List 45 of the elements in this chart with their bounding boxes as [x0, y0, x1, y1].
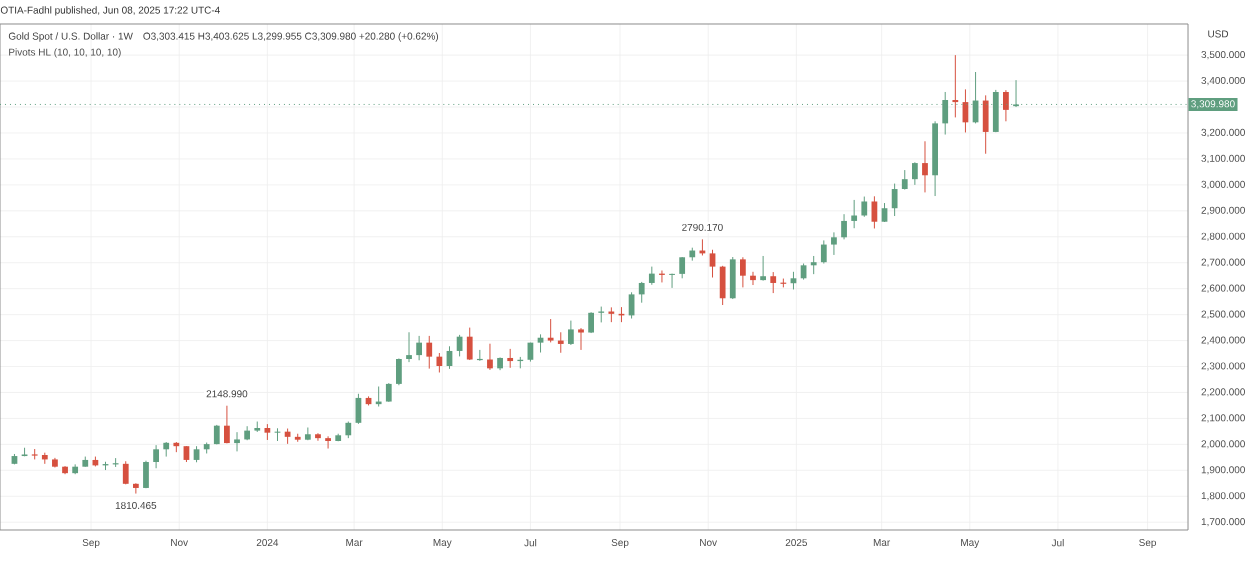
candlestick	[841, 213, 847, 240]
candlestick	[224, 405, 230, 444]
candlestick	[851, 199, 858, 229]
candlestick	[547, 318, 554, 343]
candlestick	[679, 256, 686, 279]
candlestick	[416, 335, 423, 361]
candlestick	[396, 357, 402, 386]
candlestick	[669, 273, 675, 289]
candlestick	[507, 348, 514, 369]
candlestick	[911, 161, 918, 186]
candlestick	[750, 271, 756, 286]
candlestick	[234, 431, 240, 452]
candlestick	[770, 271, 777, 294]
candlestick	[820, 239, 827, 264]
candlestick	[871, 195, 878, 229]
candlestick	[638, 281, 645, 304]
candlestick	[487, 343, 493, 371]
candlestick	[881, 202, 888, 223]
candlestick	[952, 54, 959, 118]
candlestick	[760, 255, 766, 282]
candlestick	[567, 320, 574, 346]
candlestick	[831, 231, 837, 256]
candlestick	[132, 482, 139, 495]
candlestick	[325, 435, 331, 450]
candlestick	[739, 256, 746, 288]
candlestick	[891, 183, 898, 217]
candlestick	[153, 444, 159, 469]
candlestick	[143, 460, 149, 489]
candlestick	[578, 327, 584, 351]
candlestick	[810, 255, 817, 275]
candlestick	[901, 169, 908, 191]
candlestick	[557, 331, 564, 354]
candlestick	[436, 352, 443, 373]
candlestick	[385, 382, 392, 403]
candlestick	[719, 265, 726, 306]
candlestick	[426, 335, 433, 370]
candlestick	[648, 266, 655, 286]
candlestick	[406, 331, 412, 363]
candlestick	[729, 256, 736, 300]
candlestick	[861, 196, 868, 218]
candlestick	[982, 94, 989, 155]
candlestick	[1003, 89, 1009, 122]
candlestick	[922, 140, 928, 193]
candlestick	[466, 327, 473, 361]
candlestick	[709, 249, 716, 279]
